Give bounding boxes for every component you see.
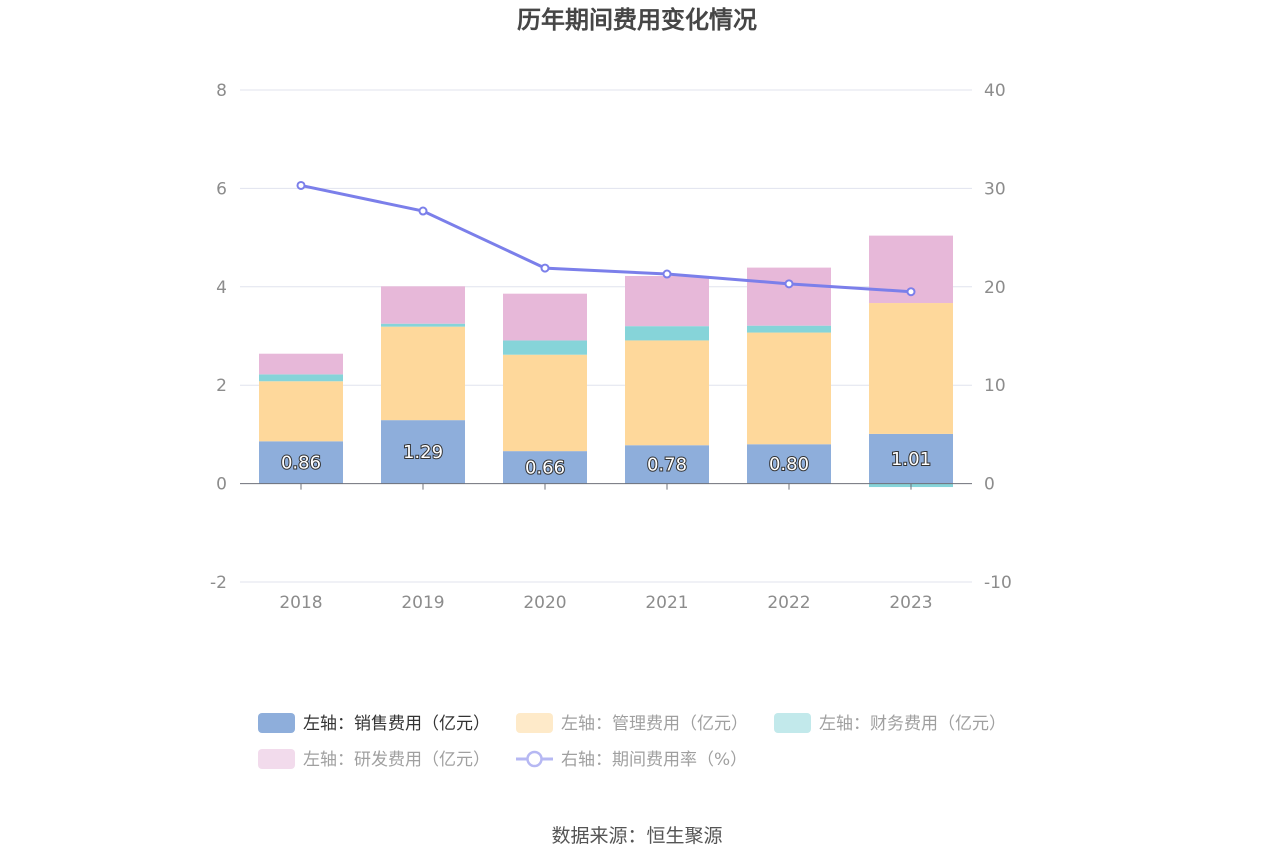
bar-value-label: 0.78 bbox=[647, 454, 687, 475]
bar-value-label: 0.86 bbox=[281, 452, 321, 473]
bar-segment[interactable] bbox=[259, 374, 343, 382]
legend[interactable]: 左轴：销售费用（亿元） 左轴：管理费用（亿元） 左轴：财务费用（亿元） 左轴：研发费用… bbox=[258, 713, 1006, 770]
line-series[interactable] bbox=[296, 180, 916, 297]
line-point[interactable] bbox=[296, 180, 306, 190]
bar-segment[interactable] bbox=[747, 325, 831, 333]
x-tick-label: 2023 bbox=[889, 593, 932, 613]
y-right-tick-label: 20 bbox=[984, 278, 1006, 298]
legend-marker bbox=[526, 750, 543, 768]
legend-label: 左轴：销售费用（亿元） bbox=[303, 714, 490, 734]
y-right-tick-label: 40 bbox=[984, 81, 1006, 101]
legend-label: 左轴：研发费用（亿元） bbox=[303, 750, 490, 770]
y-right-tick-label: 0 bbox=[984, 475, 995, 495]
legend-label: 左轴：财务费用（亿元） bbox=[819, 714, 1006, 734]
legend-label: 右轴：期间费用率（%） bbox=[561, 750, 747, 770]
bar-segment[interactable] bbox=[625, 326, 709, 341]
bar-segment[interactable] bbox=[503, 354, 587, 452]
x-tick-label: 2020 bbox=[523, 593, 566, 613]
y-right-tick-label: -10 bbox=[984, 573, 1012, 593]
bar-segment[interactable] bbox=[381, 420, 465, 484]
legend-label: 左轴：管理费用（亿元） bbox=[561, 714, 748, 734]
bar-segment[interactable] bbox=[747, 332, 831, 445]
chart-title: 历年期间费用变化情况 bbox=[517, 6, 757, 34]
bar-value-label: 0.80 bbox=[769, 454, 809, 475]
bar-value-labels: 0.86 1.29 0.66 0.78 0.80 1.01 bbox=[280, 441, 932, 479]
y-right-tick-label: 10 bbox=[984, 376, 1006, 396]
y-left-tick-label: -2 bbox=[210, 573, 227, 593]
legend-swatch bbox=[258, 749, 295, 769]
bar-segment[interactable] bbox=[869, 303, 953, 434]
legend-swatch bbox=[516, 713, 553, 733]
bar-segment[interactable] bbox=[381, 286, 465, 324]
bar-segment[interactable] bbox=[747, 444, 831, 484]
legend-item[interactable]: 左轴：财务费用（亿元） bbox=[774, 713, 1006, 734]
bar-value-label: 0.66 bbox=[525, 457, 565, 478]
line-point[interactable] bbox=[418, 206, 428, 216]
x-tick-label: 2022 bbox=[767, 593, 810, 613]
y-left-tick-label: 0 bbox=[216, 475, 227, 495]
line-point[interactable] bbox=[784, 279, 794, 289]
bar-segment[interactable] bbox=[625, 445, 709, 484]
legend-item[interactable]: 左轴：销售费用（亿元） bbox=[258, 713, 490, 734]
line-point[interactable] bbox=[906, 287, 916, 297]
bar-segment[interactable] bbox=[747, 267, 831, 326]
bar-segment[interactable] bbox=[869, 433, 953, 484]
bar-segment[interactable] bbox=[259, 381, 343, 442]
line-point[interactable] bbox=[540, 263, 550, 273]
bar-segment[interactable] bbox=[625, 340, 709, 446]
legend-swatch bbox=[258, 713, 295, 733]
x-tick-label: 2019 bbox=[401, 593, 444, 613]
legend-item[interactable]: 右轴：期间费用率（%） bbox=[516, 750, 747, 770]
y-left-tick-label: 4 bbox=[216, 278, 227, 298]
bar-segment[interactable] bbox=[259, 441, 343, 484]
y-right-tick-label: 30 bbox=[984, 179, 1006, 199]
legend-swatch bbox=[774, 713, 811, 733]
bar-segment[interactable] bbox=[625, 275, 709, 327]
line-point[interactable] bbox=[662, 269, 672, 279]
bar-segment[interactable] bbox=[259, 353, 343, 375]
bar-value-label: 1.29 bbox=[403, 442, 443, 463]
x-tick-label: 2021 bbox=[645, 593, 688, 613]
bar-value-label: 1.01 bbox=[891, 449, 931, 470]
x-tick-label: 2018 bbox=[279, 593, 322, 613]
line-path bbox=[300, 183, 912, 294]
bar-segment[interactable] bbox=[503, 451, 587, 484]
bar-segment[interactable] bbox=[381, 323, 465, 327]
y-left-tick-label: 2 bbox=[216, 376, 227, 396]
axes: -2 0 2 4 6 8 -10 0 10 20 30 40 2018 2019 2020 2021 2022 2… bbox=[210, 81, 1012, 613]
bar-series[interactable] bbox=[259, 235, 953, 488]
grid-lines bbox=[240, 89, 972, 583]
y-left-tick-label: 8 bbox=[216, 81, 227, 101]
bar-segment[interactable] bbox=[381, 326, 465, 421]
y-left-tick-label: 6 bbox=[216, 179, 227, 199]
legend-item[interactable]: 左轴：管理费用（亿元） bbox=[516, 713, 748, 734]
bar-segment[interactable] bbox=[503, 293, 587, 341]
legend-item[interactable]: 左轴：研发费用（亿元） bbox=[258, 749, 490, 770]
bar-segment[interactable] bbox=[503, 340, 587, 355]
source-note: 数据来源：恒生聚源 bbox=[551, 825, 722, 847]
